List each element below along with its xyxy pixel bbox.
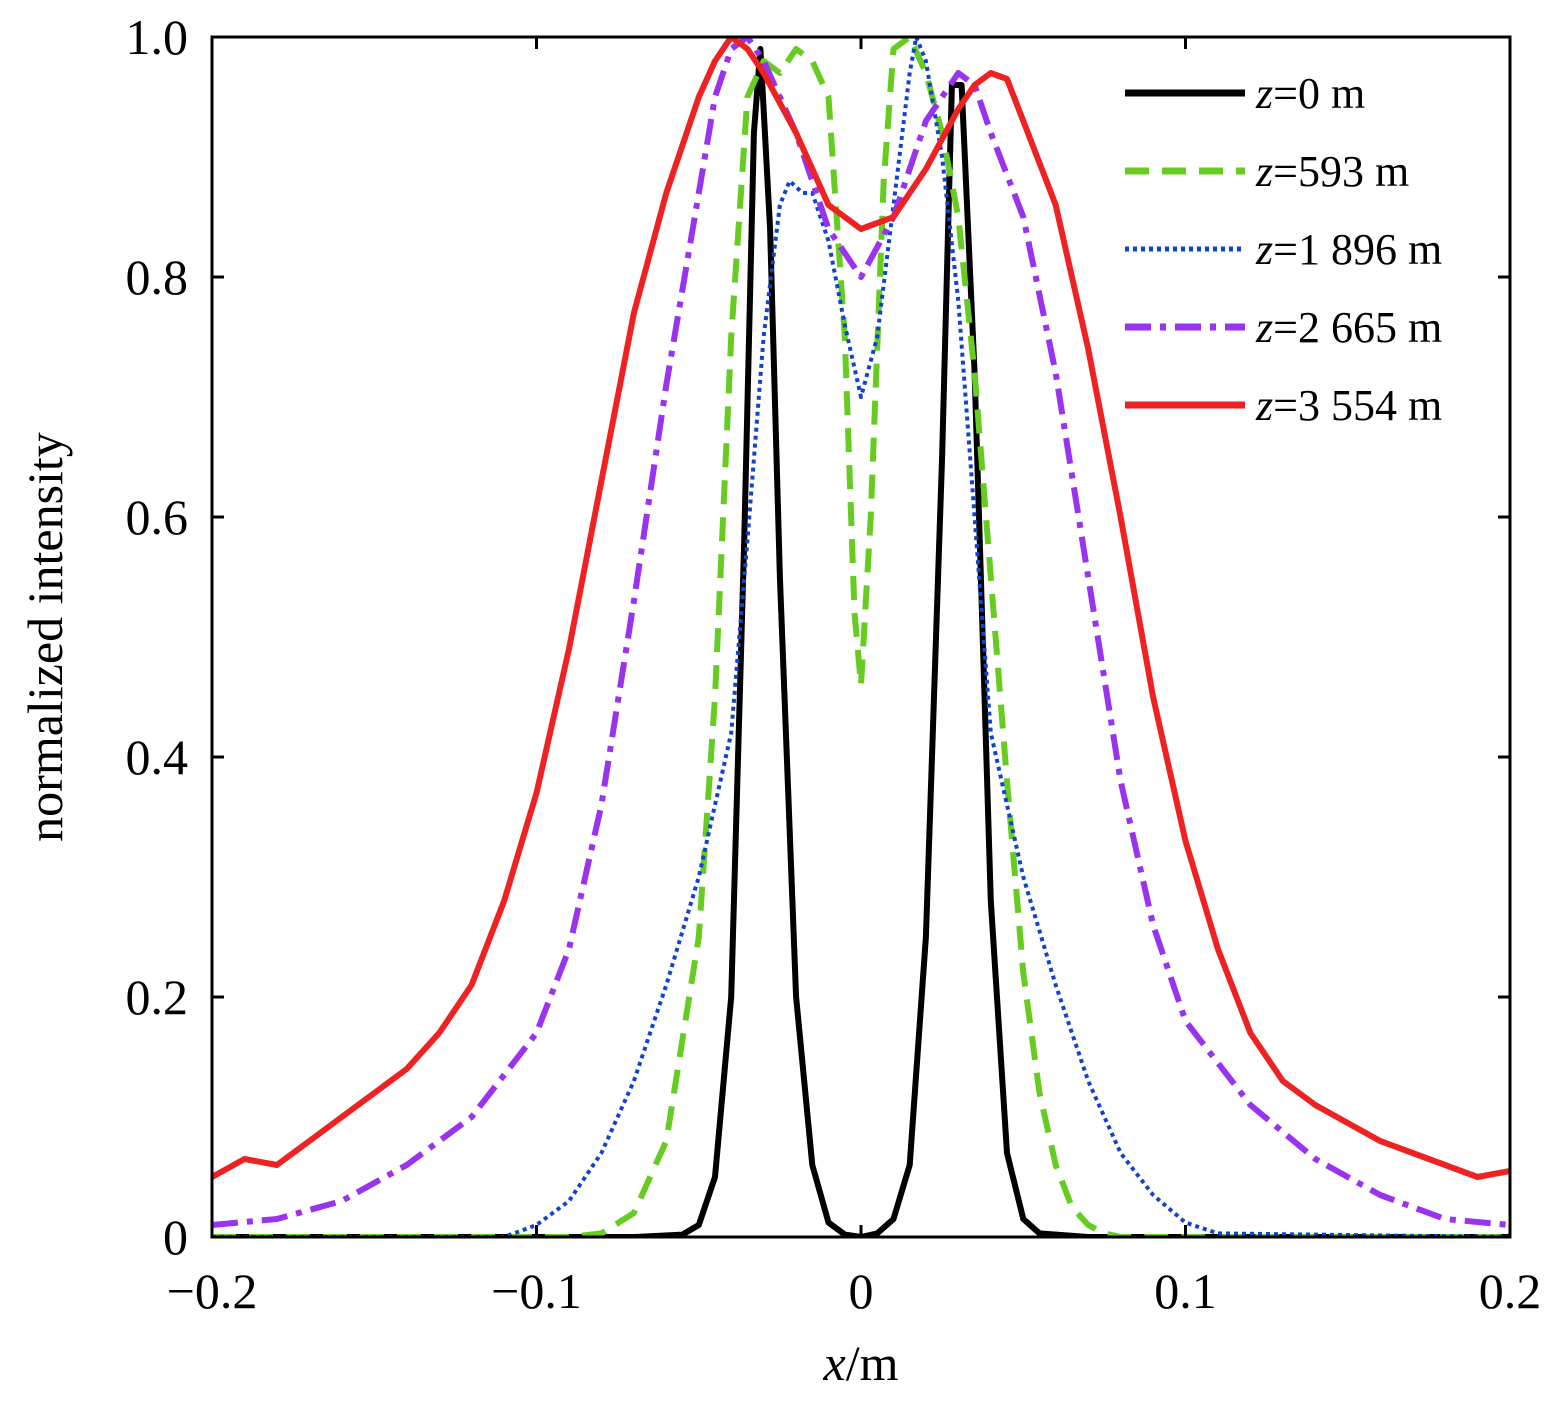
y-tick-label: 0.8 bbox=[126, 249, 189, 305]
legend-label-5: z=3 554 m bbox=[1255, 381, 1442, 430]
axis-ticks: −0.2 −0.1 0 0.1 0.2 0 0.2 0.4 0.6 0.8 1.0 bbox=[126, 9, 1542, 1319]
y-tick-label: 0 bbox=[163, 1209, 188, 1265]
x-tick-label: 0 bbox=[849, 1263, 874, 1319]
x-tick-label: −0.1 bbox=[491, 1263, 582, 1319]
x-tick-label: −0.2 bbox=[167, 1263, 258, 1319]
series-line-3 bbox=[212, 37, 1510, 1237]
x-axis-title: x/m bbox=[823, 1335, 899, 1391]
y-tick-label: 0.6 bbox=[126, 489, 189, 545]
x-axis-unit: /m bbox=[846, 1335, 899, 1391]
x-tick-label: 0.1 bbox=[1154, 1263, 1217, 1319]
y-tick-label: 0.2 bbox=[126, 969, 189, 1025]
y-tick-label: 1.0 bbox=[126, 9, 189, 65]
series-layer bbox=[212, 37, 1510, 1237]
legend: z=0 m z=593 m z=1 896 m z=2 665 m z=3 554 m bbox=[1125, 69, 1442, 430]
legend-label-1: z=0 m bbox=[1255, 69, 1365, 118]
series-line-5 bbox=[212, 37, 1510, 1180]
x-axis-variable: x bbox=[823, 1335, 846, 1391]
series-line-2 bbox=[212, 37, 1510, 1237]
legend-label-3: z=1 896 m bbox=[1255, 225, 1442, 274]
y-tick-label: 0.4 bbox=[126, 729, 189, 785]
legend-label-2: z=593 m bbox=[1255, 147, 1409, 196]
series-line-4 bbox=[212, 37, 1510, 1228]
legend-label-4: z=2 665 m bbox=[1255, 303, 1442, 352]
y-axis-title: normalized intensity bbox=[17, 432, 73, 842]
x-tick-label: 0.2 bbox=[1479, 1263, 1542, 1319]
